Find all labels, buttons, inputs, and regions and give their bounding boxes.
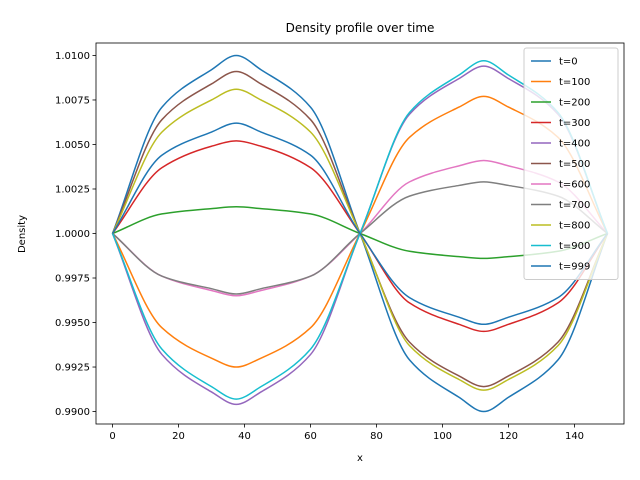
x-tick-label: 60: [304, 431, 317, 442]
y-axis-label: Density: [17, 215, 28, 253]
x-tick-label: 140: [565, 431, 584, 442]
legend-label-0: t=0: [559, 57, 578, 68]
legend-label-7: t=700: [559, 200, 590, 211]
legend-label-10: t=999: [559, 262, 590, 273]
y-tick-label: 1.0025: [55, 184, 90, 195]
x-tick-label: 120: [499, 431, 518, 442]
y-tick-label: 1.0075: [55, 95, 90, 106]
legend-label-1: t=100: [559, 77, 590, 88]
x-tick-label: 40: [238, 431, 251, 442]
legend-label-3: t=300: [559, 118, 590, 129]
legend-label-2: t=200: [559, 98, 590, 109]
legend-label-8: t=800: [559, 221, 590, 232]
x-tick-label: 20: [172, 431, 185, 442]
axes: 0 20 40 60 80 100 120 140 0.9900 0.9925 0.9950 0.99…: [55, 42, 625, 442]
y-tick-label: 1.0050: [55, 140, 90, 151]
y-tick-label: 0.9900: [55, 407, 90, 418]
series-line-10: [111, 122, 609, 326]
y-tick-label: 0.9950: [55, 318, 90, 329]
chart-title: Density profile over time: [286, 21, 435, 35]
legend-label-5: t=500: [559, 159, 590, 170]
legend-label-9: t=900: [559, 241, 590, 252]
legend-label-6: t=600: [559, 180, 590, 191]
x-tick-label: 80: [370, 431, 383, 442]
legend-label-4: t=400: [559, 139, 590, 150]
legend: t=0 t=100 t=200 t=300 t=400 t=500 t=600 t=700 t=…: [523, 47, 619, 280]
y-tick-label: 1.0000: [55, 229, 90, 240]
legend-frame: [523, 47, 619, 280]
x-tick-label: 0: [109, 431, 115, 442]
y-tick-label: 0.9975: [55, 274, 90, 285]
y-tick-label: 1.0100: [55, 51, 90, 62]
x-tick-label: 100: [433, 431, 452, 442]
plot-area: [111, 54, 609, 413]
x-axis-label: x: [357, 453, 363, 464]
y-tick-label: 0.9925: [55, 363, 90, 374]
